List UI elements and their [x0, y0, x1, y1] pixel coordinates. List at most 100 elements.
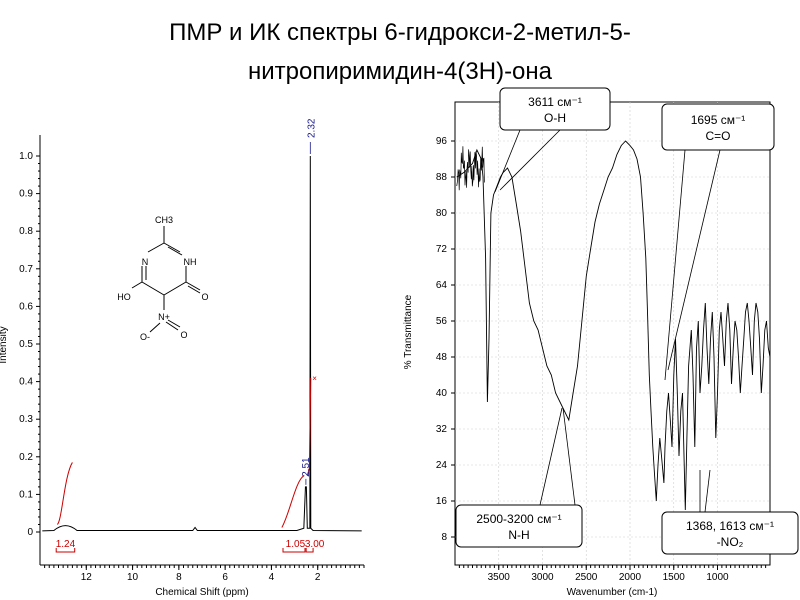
carbonyl-o-label: O [201, 292, 208, 302]
nmr-integral-curve [281, 475, 305, 528]
nmr-x-tick-label: 8 [176, 572, 182, 583]
ir-callout-wavenumber: 1695 см⁻¹ [691, 113, 746, 127]
nmr-y-axis-label: Intensity [0, 326, 9, 363]
ir-y-tick-label: 96 [436, 136, 448, 147]
ir-y-tick-label: 56 [436, 316, 448, 327]
ir-y-tick-label: 8 [441, 532, 447, 543]
ir-x-tick-label: 2500 [575, 572, 598, 583]
ir-x-tick-label: 1000 [706, 572, 729, 583]
ir-callout-leader [664, 149, 686, 381]
nmr-x-tick-label: 10 [127, 572, 139, 583]
nmr-y-tick-label: 0.2 [19, 452, 33, 463]
nmr-x-tick-label: 6 [222, 572, 228, 583]
molecule-structure [131, 226, 201, 333]
nmr-x-tick-label: 4 [269, 572, 275, 583]
nmr-integral-label: 1.24 [56, 539, 76, 550]
ir-x-tick-label: 2000 [619, 572, 642, 583]
nmr-integral-end-marker: × [312, 374, 317, 383]
bond [187, 285, 201, 294]
ir-x-tick-label: 3000 [531, 572, 554, 583]
ir-callout-leader [499, 129, 561, 191]
bond [185, 281, 201, 291]
ir-spectrum-line [456, 140, 771, 511]
ir-y-tick-label: 32 [436, 424, 448, 435]
methyl-label: CH3 [155, 215, 173, 225]
ir-callout-box [661, 511, 799, 555]
ir-callout-wavenumber: 2500-3200 см⁻¹ [476, 512, 561, 526]
bond [147, 242, 165, 253]
ir-callout [661, 103, 775, 381]
title-line-1: ПМР и ИК спектры 6-гидрокси-2-метил-5- [169, 19, 631, 46]
ring-nh-label: NH [184, 257, 197, 267]
ir-x-tick-label: 3500 [488, 572, 511, 583]
ir-y-axis-label: % Transmittance [403, 294, 414, 369]
nmr-integral-curve [306, 377, 312, 476]
nmr-x-tick-label: 12 [81, 572, 93, 583]
bond [165, 321, 179, 331]
ir-x-axis-label: Wavenumber (cm-1) [567, 587, 658, 598]
bond [167, 246, 183, 256]
nmr-y-tick-label: 0.5 [19, 339, 33, 350]
nmr-y-tick-label: 0.7 [19, 264, 33, 275]
ir-noise-segment [456, 146, 485, 191]
title-line-2: нитропиримидин-4(3H)-она [247, 58, 553, 85]
ir-y-tick-label: 88 [436, 172, 448, 183]
bond [167, 319, 181, 328]
nmr-y-tick-label: 0.3 [19, 414, 33, 425]
ring-n-label: N [142, 257, 149, 267]
ir-callout [455, 407, 583, 548]
ir-callout-leader [667, 149, 721, 371]
nitro-o-minus-label: O- [140, 332, 150, 342]
ir-callout-wavenumber: 3611 см⁻¹ [528, 95, 582, 109]
ir-callout [661, 469, 799, 555]
ir-y-tick-label: 72 [436, 244, 448, 255]
ir-y-tick-label: 64 [436, 280, 448, 291]
ir-y-tick-label: 40 [436, 388, 448, 399]
ir-callout-assignment: O-H [544, 111, 566, 125]
nmr-y-tick-label: 0.9 [19, 189, 33, 200]
bond [163, 242, 181, 253]
nmr-integral-curve [56, 462, 73, 525]
bond [163, 281, 187, 296]
nmr-y-tick-label: 0.4 [19, 377, 33, 388]
ir-callout-box [455, 504, 583, 548]
nmr-integral-bracket [55, 548, 76, 553]
ir-y-tick-label: 24 [436, 460, 448, 471]
ir-callout-box [499, 87, 611, 131]
ir-callout-leader [494, 129, 521, 193]
ir-callout-leader [562, 407, 576, 506]
ir-y-tick-label: 80 [436, 208, 448, 219]
nmr-integral-label: 3.00 [305, 539, 325, 550]
nmr-x-axis-label: Chemical Shift (ppm) [155, 587, 248, 598]
bond [131, 281, 143, 289]
nmr-spectrum-line [42, 155, 362, 532]
nmr-y-tick-label: 0 [27, 527, 33, 538]
ir-callout [494, 87, 611, 193]
nmr-y-tick-label: 0.6 [19, 301, 33, 312]
nmr-x-tick-label: 2 [315, 572, 321, 583]
nmr-peak-label: 2.51 [301, 457, 312, 477]
nmr-y-tick-label: 1.0 [19, 151, 33, 162]
nmr-peak-label: 2.32 [306, 118, 317, 138]
bond [149, 322, 161, 333]
ir-callout-assignment: N-H [508, 528, 529, 542]
nitro-n-label: N+ [158, 312, 170, 322]
ir-callout-assignment: C=O [705, 129, 730, 143]
ir-callout-box [661, 103, 775, 151]
ir-y-tick-label: 48 [436, 352, 448, 363]
nmr-y-tick-label: 0.8 [19, 226, 33, 237]
bond [141, 281, 165, 296]
nmr-y-tick-label: 0.1 [19, 489, 33, 500]
nmr-integral-bracket [305, 548, 314, 553]
ir-callout-wavenumber: 1368, 1613 см⁻¹ [686, 519, 774, 533]
hydroxy-label: HO [117, 292, 131, 302]
nitro-o-label: O [180, 330, 187, 340]
ir-x-tick-label: 1500 [663, 572, 686, 583]
nmr-integral-label: 1.05 [286, 539, 306, 550]
ir-y-tick-label: 16 [436, 496, 448, 507]
ir-callout-leader [704, 469, 711, 513]
ir-callout-assignment: -NO₂ [717, 535, 744, 549]
ir-callout-leader [539, 407, 563, 506]
nmr-integral-bracket [282, 548, 306, 553]
